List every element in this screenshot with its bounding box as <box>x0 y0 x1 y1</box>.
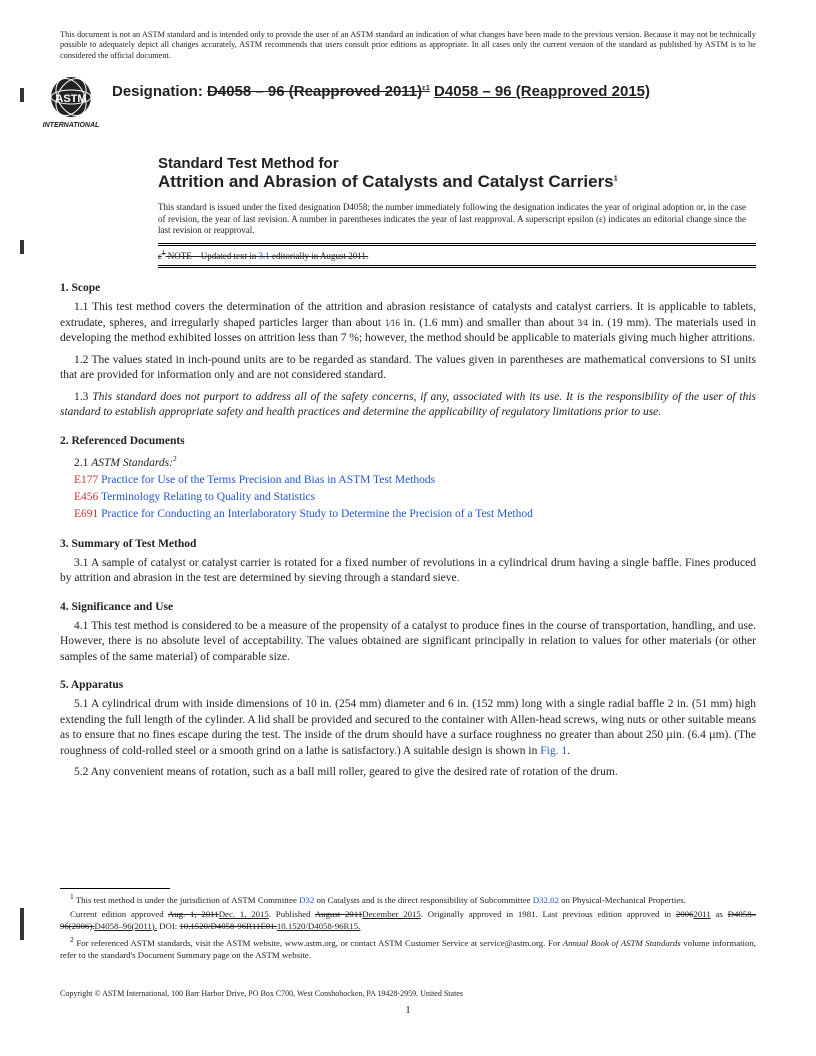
para-3-1: 3.1 A sample of catalyst or catalyst car… <box>60 556 756 587</box>
editorial-note: ε1 NOTE—Updated text in 3.1 editorially … <box>158 248 756 261</box>
page-number: 1 <box>60 1004 756 1016</box>
astm-logo: ASTM INTERNATIONAL <box>42 75 100 133</box>
issue-note: This standard is issued under the fixed … <box>158 202 756 237</box>
footnote-separator <box>60 888 170 889</box>
para-1-3: 1.3 This standard does not purport to ad… <box>60 390 756 421</box>
footer-block: 1 This test method is under the jurisdic… <box>60 888 756 1016</box>
section-apparatus-head: 5. Apparatus <box>60 679 756 691</box>
section-scope-head: 1. Scope <box>60 282 756 294</box>
footnote-1-line2: Current edition approved Aug. 1, 2011Dec… <box>60 909 756 932</box>
logo-subtext: INTERNATIONAL <box>43 122 100 129</box>
section-refdocs-head: 2. Referenced Documents <box>60 435 756 447</box>
para-5-1: 5.1 A cylindrical drum with inside dimen… <box>60 697 756 759</box>
designation-label: Designation: <box>112 83 203 100</box>
double-rule-top <box>158 243 756 246</box>
change-bar-3 <box>20 908 24 940</box>
ref-e456[interactable]: E456 Terminology Relating to Quality and… <box>74 489 756 506</box>
para-5-2: 5.2 Any convenient means of rotation, su… <box>60 765 756 781</box>
para-2-1: 2.1 ASTM Standards:2 <box>74 453 756 472</box>
header-row: ASTM INTERNATIONAL Designation: D4058 – … <box>42 75 756 133</box>
change-bar-2 <box>20 240 24 254</box>
section-significance-head: 4. Significance and Use <box>60 601 756 613</box>
footnote-1: 1 This test method is under the jurisdic… <box>60 892 756 906</box>
ref-e691[interactable]: E691 Practice for Conducting an Interlab… <box>74 506 756 523</box>
designation-line: Designation: D4058 – 96 (Reapproved 2011… <box>112 75 650 100</box>
designation-old: D4058 – 96 (Reapproved 2011)ε1 <box>207 83 430 100</box>
designation-new: D4058 – 96 (Reapproved 2015) <box>434 83 650 100</box>
double-rule-bottom <box>158 265 756 268</box>
para-4-1: 4.1 This test method is considered to be… <box>60 619 756 666</box>
svg-text:ASTM: ASTM <box>55 93 86 105</box>
title-block: Standard Test Method for Attrition and A… <box>158 155 756 192</box>
fig-1-link[interactable]: Fig. 1 <box>540 745 567 757</box>
section-summary-head: 3. Summary of Test Method <box>60 538 756 550</box>
change-bar-1 <box>20 88 24 102</box>
title-prefix: Standard Test Method for <box>158 155 756 172</box>
footnote-2: 2 For referenced ASTM standards, visit t… <box>60 935 756 961</box>
top-disclaimer: This document is not an ASTM standard an… <box>60 30 756 61</box>
para-1-2: 1.2 The values stated in inch-pound unit… <box>60 353 756 384</box>
subcommittee-d3202-link[interactable]: D32.02 <box>533 895 559 905</box>
committee-d32-link[interactable]: D32 <box>299 895 314 905</box>
ref-e177[interactable]: E177 Practice for Use of the Terms Preci… <box>74 472 756 489</box>
copyright-line: Copyright © ASTM International, 100 Barr… <box>60 989 756 998</box>
title-main: Attrition and Abrasion of Catalysts and … <box>158 172 756 192</box>
para-1-1: 1.1 This test method covers the determin… <box>60 300 756 347</box>
